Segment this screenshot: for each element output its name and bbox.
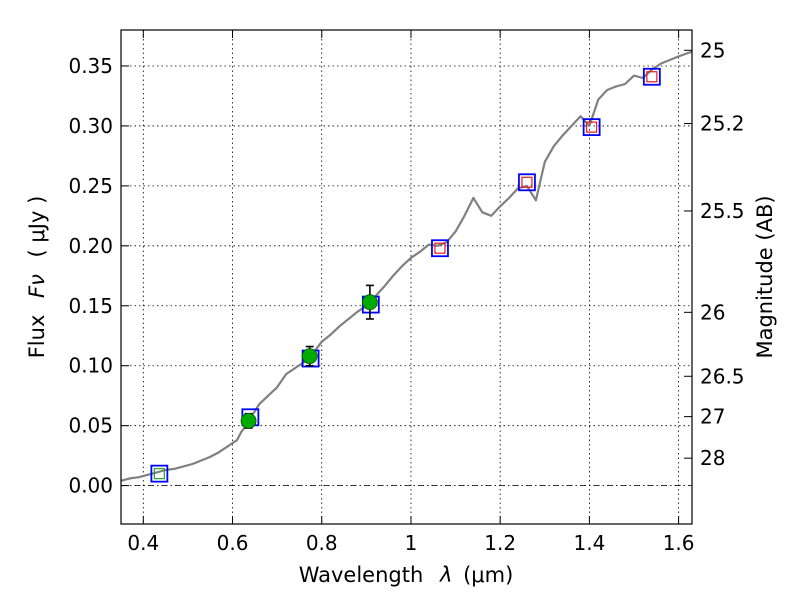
band-flux-inner-square — [153, 468, 165, 480]
plot-area — [121, 30, 692, 524]
right-tick-label: 27 — [700, 405, 725, 429]
y-tick-label: 0.05 — [68, 414, 113, 438]
x-axis-label-text: Wavelength — [299, 563, 424, 587]
y-tick-label: 0.15 — [68, 294, 113, 318]
x-tick-label: 1 — [405, 531, 418, 555]
observed-flux-point — [301, 348, 318, 365]
right-tick-label: 26 — [700, 300, 725, 324]
observed-flux-point — [240, 412, 257, 429]
right-tick-label: 25.2 — [700, 112, 745, 136]
right-tick-label: 25.5 — [700, 199, 745, 223]
x-tick-label: 0.6 — [217, 531, 249, 555]
y-axis: 0.00 0.05 0.10 0.15 0.20 0.25 0.30 0.35 — [68, 54, 129, 498]
plot-frame — [120, 29, 693, 525]
x-tick-label: 1.4 — [573, 531, 605, 555]
band-flux-square — [431, 239, 449, 258]
y-tick-label: 0.20 — [68, 234, 113, 258]
y-tick-label: 0.00 — [68, 474, 113, 498]
y-tick-label: 0.30 — [68, 114, 113, 138]
band-flux-inner-square — [521, 176, 533, 188]
model-spectrum-line — [120, 50, 693, 482]
y-axis-label-unit: ( μJy ) — [25, 196, 49, 258]
y-axis-label-symbol: Fν — [25, 274, 49, 298]
y-tick-label: 0.10 — [68, 354, 113, 378]
x-tick-label: 0.8 — [306, 531, 338, 555]
right-tick-label: 25 — [700, 38, 725, 62]
right-tick-label: 28 — [700, 446, 725, 470]
series-layer — [120, 50, 693, 483]
right-tick-label: 26.5 — [700, 364, 745, 388]
x-tick-label: 1.6 — [663, 531, 695, 555]
band-flux-inner-square — [646, 71, 658, 83]
band-flux-square — [150, 464, 169, 483]
band-flux-square — [642, 67, 661, 86]
y-axis-label: Flux Fν ( μJy ) — [25, 196, 49, 359]
band-flux-square — [582, 118, 601, 137]
y-tick-label: 0.35 — [68, 54, 113, 78]
band-flux-square — [518, 173, 536, 192]
x-tick-label: 1.2 — [484, 531, 516, 555]
right-axis-label: Magnitude (AB) — [753, 195, 777, 358]
y-axis-label-text: Flux — [25, 315, 49, 359]
y-tick-label: 0.25 — [68, 174, 113, 198]
right-magnitude-axis: 25 25.2 25.5 26 26.5 27 28 — [684, 38, 745, 470]
x-axis-label: Wavelength λ (μm) — [299, 563, 514, 587]
band-flux-inner-square — [586, 121, 598, 133]
x-axis: 0.4 0.6 0.8 1 1.2 1.4 1.6 — [127, 30, 695, 555]
band-flux-inner-square — [434, 242, 446, 254]
x-tick-label: 0.4 — [127, 531, 159, 555]
x-axis-label-symbol: λ — [439, 563, 452, 587]
x-axis-label-unit: (μm) — [463, 563, 513, 587]
observed-flux-point — [362, 294, 378, 311]
